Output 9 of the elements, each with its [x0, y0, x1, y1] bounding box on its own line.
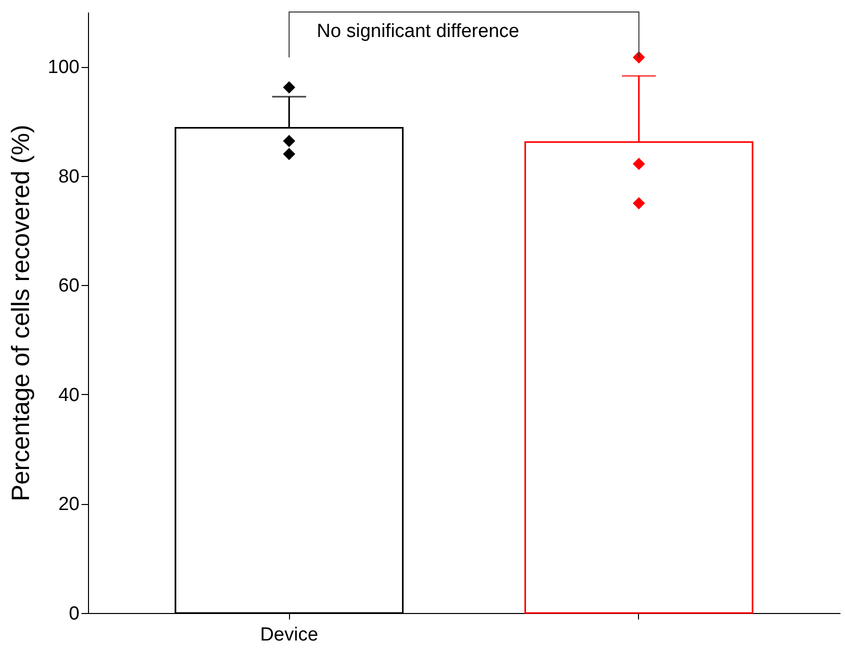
y-axis-title: Percentage of cells recovered (%) — [6, 124, 35, 502]
y-tick-label: 0 — [68, 604, 80, 624]
x-tick-label: Device — [260, 624, 318, 646]
annotation: No significant difference — [316, 21, 520, 42]
y-tick-label: 100 — [48, 57, 80, 78]
y-tick-label: 40 — [58, 384, 80, 406]
y-tick-label: 60 — [58, 276, 80, 297]
y-tick-label: 80 — [58, 166, 80, 188]
y-tick-label: 20 — [58, 494, 80, 516]
